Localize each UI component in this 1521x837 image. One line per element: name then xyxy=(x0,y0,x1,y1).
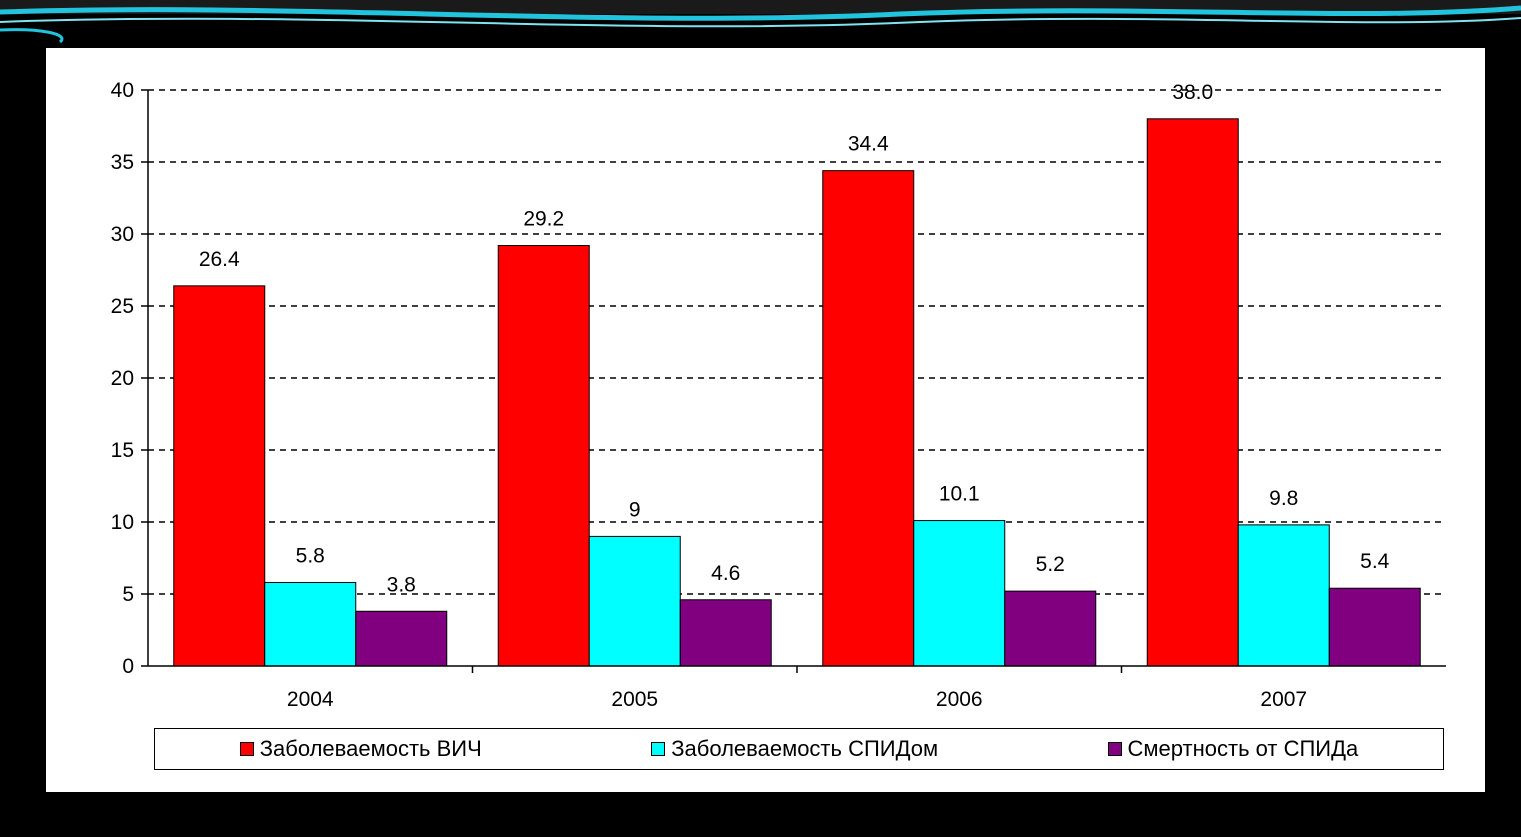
bar xyxy=(355,610,448,667)
axes xyxy=(141,89,1446,673)
bar xyxy=(822,170,915,667)
legend-swatch-hiv xyxy=(239,742,254,756)
labels: 0 5 10 15 20 25 30 35 40 26.4 5.8 3.8 2004 29.2 9 4.6 20… xyxy=(111,79,1390,711)
data-label: 5.8 xyxy=(296,544,325,567)
legend-item-aids: Заболеваемость СПИДом xyxy=(651,736,938,762)
data-label: 9.8 xyxy=(1269,487,1298,510)
bar xyxy=(497,245,590,667)
y-tick-label: 0 xyxy=(122,655,134,678)
legend: Заболеваемость ВИЧ Заболеваемость СПИДом… xyxy=(154,728,1444,770)
bars xyxy=(173,118,1421,667)
x-tick-label: 2006 xyxy=(936,688,983,711)
data-label: 34.4 xyxy=(848,133,889,156)
x-tick-label: 2007 xyxy=(1260,688,1307,711)
legend-swatch-aids xyxy=(651,742,666,756)
bar-chart: 0 5 10 15 20 25 30 35 40 26.4 5.8 3.8 2004 29.2 9 4.6 20… xyxy=(111,79,1446,711)
legend-item-mortality: Смертность от СПИДа xyxy=(1107,736,1359,762)
y-tick-label: 35 xyxy=(111,151,134,174)
data-label: 4.6 xyxy=(711,562,740,585)
data-label: 5.4 xyxy=(1360,550,1390,573)
y-tick-label: 30 xyxy=(111,223,134,246)
bar xyxy=(1237,524,1330,667)
bar xyxy=(173,285,266,667)
slide-decoration xyxy=(0,0,1521,44)
bar xyxy=(1146,118,1239,667)
x-tick-label: 2004 xyxy=(287,688,334,711)
y-tick-label: 5 xyxy=(122,583,134,606)
bar xyxy=(1328,587,1421,667)
bar xyxy=(679,599,772,667)
data-label: 26.4 xyxy=(199,248,240,271)
x-tick-label: 2005 xyxy=(611,688,658,711)
bar xyxy=(264,581,357,667)
y-tick-label: 25 xyxy=(111,295,134,318)
y-tick-label: 10 xyxy=(111,511,134,534)
data-label: 29.2 xyxy=(523,208,564,231)
bar xyxy=(913,520,1006,667)
grid-lines xyxy=(148,89,1446,595)
legend-label-mortality: Смертность от СПИДа xyxy=(1127,736,1359,761)
data-label: 10.1 xyxy=(939,483,980,506)
legend-label-hiv: Заболеваемость ВИЧ xyxy=(259,736,482,761)
data-label: 3.8 xyxy=(387,573,416,596)
bar xyxy=(1004,590,1097,667)
legend-label-aids: Заболеваемость СПИДом xyxy=(671,736,939,761)
bar xyxy=(588,535,681,667)
data-label: 5.2 xyxy=(1036,553,1065,576)
legend-swatch-mortality xyxy=(1107,742,1122,756)
y-tick-label: 15 xyxy=(111,439,134,462)
data-label: 38.0 xyxy=(1172,81,1213,104)
y-tick-label: 40 xyxy=(111,79,134,102)
legend-item-hiv: Заболеваемость ВИЧ xyxy=(239,736,482,762)
y-tick-label: 20 xyxy=(111,367,134,390)
chart-frame: 0 5 10 15 20 25 30 35 40 26.4 5.8 3.8 2004 29.2 9 4.6 20… xyxy=(44,46,1487,794)
data-label: 9 xyxy=(629,498,641,521)
